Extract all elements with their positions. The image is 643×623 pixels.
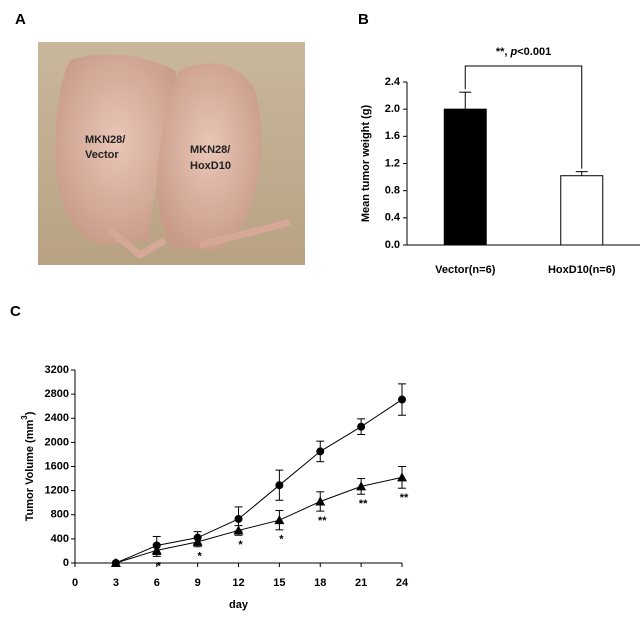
annotation-part: <0.001	[517, 46, 551, 58]
point	[192, 536, 203, 546]
bar	[443, 108, 487, 246]
y-tick-label: 2800	[45, 388, 69, 400]
y-tick-label: 2.0	[385, 103, 400, 115]
y-axis-label: Tumor Volume (mm3)	[20, 411, 36, 521]
point	[315, 496, 326, 506]
y-tick-label: 2.4	[385, 76, 401, 88]
x-tick-label: 15	[273, 577, 285, 589]
x-tick-label: 0	[72, 577, 78, 589]
y-tick-label: 1200	[45, 485, 69, 497]
y-tick-label: 0	[63, 557, 69, 569]
annotation-part: **,	[496, 46, 511, 58]
y-tick-label: 0.8	[385, 185, 400, 197]
y-tick-label: 800	[51, 509, 69, 521]
panel-label: B	[358, 11, 369, 28]
point	[110, 558, 121, 567]
y-tick-label: 400	[51, 533, 69, 545]
annotation-part: p	[510, 46, 518, 58]
point	[233, 525, 244, 535]
y-tick-label: 1600	[45, 460, 69, 472]
x-tick-label: 3	[113, 577, 119, 589]
point	[151, 545, 162, 555]
point	[274, 515, 285, 525]
x-tick-label: 9	[195, 577, 201, 589]
photo-label: Vector	[85, 149, 119, 161]
x-tick-label: 24	[396, 577, 409, 589]
series-line	[115, 399, 403, 564]
y-label-part: )	[24, 411, 36, 415]
y-label-part: Tumor Volume (mm	[24, 420, 36, 522]
x-tick-label: 12	[232, 577, 244, 589]
significance: **	[359, 498, 368, 510]
point	[398, 395, 406, 404]
panel-label: A	[15, 11, 26, 28]
significance: *	[157, 560, 162, 572]
y-tick-label: 1.2	[385, 157, 400, 169]
point	[316, 447, 325, 456]
significance: *	[197, 551, 202, 563]
y-label-part: 3	[20, 415, 29, 420]
annotation: **, p<0.001	[496, 46, 551, 58]
x-tick-label: HoxD10(n=6)	[548, 264, 616, 276]
y-tick-label: 3200	[45, 364, 69, 376]
point	[275, 481, 284, 490]
y-tick-label: 0.0	[385, 239, 400, 251]
y-tick-label: 0.4	[385, 212, 401, 224]
bracket	[464, 65, 583, 169]
series-line	[115, 476, 403, 564]
photo-label: MKN28/	[190, 144, 230, 156]
point	[397, 472, 407, 482]
photo-label: HoxD10	[190, 160, 231, 172]
panel-label: C	[10, 303, 21, 320]
y-tick-label: 2400	[45, 412, 69, 424]
significance: **	[400, 492, 409, 504]
point	[357, 422, 366, 431]
point	[356, 481, 367, 491]
significance: *	[279, 534, 284, 546]
photo: MKN28/ Vector MKN28/ HoxD10	[38, 42, 305, 265]
photo-label: MKN28/	[85, 134, 125, 146]
point	[234, 514, 243, 523]
bar	[560, 175, 604, 246]
x-tick-label: 6	[154, 577, 160, 589]
x-tick-label: Vector(n=6)	[435, 264, 496, 276]
significance: **	[318, 515, 327, 527]
y-axis-label: Mean tumor weight (g)	[360, 105, 372, 223]
x-tick-label: 18	[314, 577, 326, 589]
y-tick-label: 2000	[45, 436, 69, 448]
y-tick-label: 1.6	[385, 130, 400, 142]
x-axis-label: day	[229, 599, 249, 611]
x-tick-label: 21	[355, 577, 367, 589]
significance: *	[238, 539, 243, 551]
